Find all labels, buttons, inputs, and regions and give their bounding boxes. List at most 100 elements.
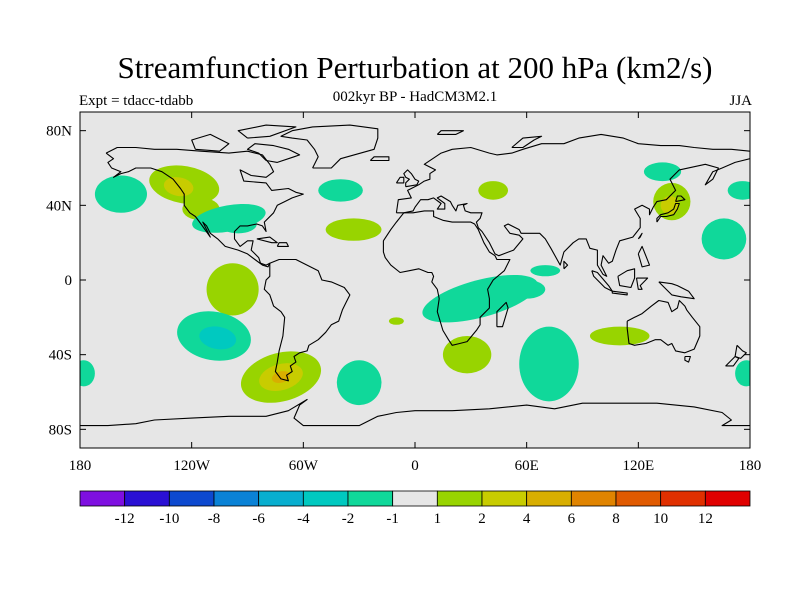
colorbar-label: 4 xyxy=(523,511,531,527)
coastline xyxy=(369,156,390,162)
coastline xyxy=(395,176,405,184)
coastline xyxy=(656,202,680,223)
coastline xyxy=(237,124,297,139)
anomaly-region xyxy=(727,181,750,200)
anomaly-region xyxy=(199,326,237,350)
colorbar-swatch xyxy=(347,490,394,507)
map-ocean-fill xyxy=(80,112,750,448)
anomaly-region xyxy=(318,179,363,202)
coastline xyxy=(611,290,628,296)
colorbar-swatch xyxy=(124,490,170,507)
colorbar-swatch xyxy=(526,490,572,507)
colorbar-swatch xyxy=(392,490,438,507)
anomaly-region xyxy=(336,360,382,406)
colorbar-swatch xyxy=(79,490,126,507)
colorbar-label: 10 xyxy=(653,511,668,527)
coastline xyxy=(637,245,651,268)
colorbar-label: 12 xyxy=(698,511,713,527)
anomaly-region xyxy=(660,196,680,215)
colorbar-swatch xyxy=(436,490,483,507)
coastline xyxy=(626,299,701,354)
lon-tick-label: 0 xyxy=(411,458,419,474)
coastline xyxy=(637,232,643,240)
anomaly-region xyxy=(206,263,259,316)
lon-tick-label: 120E xyxy=(622,458,654,474)
colorbar-swatch xyxy=(168,490,215,507)
anomaly-region xyxy=(519,326,579,402)
coastline xyxy=(725,356,740,367)
anomaly-region xyxy=(735,360,750,387)
lon-tick-label: 60E xyxy=(515,458,539,474)
colorbar-swatch xyxy=(302,490,349,507)
coastline xyxy=(635,277,649,290)
lat-tick-label: 40S xyxy=(49,348,72,364)
colorbar-label: 8 xyxy=(612,511,620,527)
coastline xyxy=(263,258,351,382)
colorbar-swatch xyxy=(704,490,751,507)
chart-title: Streamfunction Perturbation at 200 hPa (… xyxy=(117,50,713,85)
continent-outlines xyxy=(80,124,750,427)
anomaly-region xyxy=(325,218,382,241)
experiment-label: Expt = tdacc-tdabb xyxy=(79,93,194,109)
coastline xyxy=(191,133,230,152)
colorbar-swatch xyxy=(481,490,528,507)
coastline xyxy=(246,143,301,163)
colorbar-label: 1 xyxy=(434,511,442,527)
lat-tick-label: 0 xyxy=(65,273,73,289)
coastline xyxy=(675,195,686,203)
colorbar-swatch xyxy=(258,490,304,507)
coastline xyxy=(684,355,691,363)
lon-tick-label: 180 xyxy=(739,458,762,474)
colorbar-label: 6 xyxy=(568,511,576,527)
coastline xyxy=(382,210,511,346)
anomaly-region xyxy=(589,326,650,346)
anomaly-region xyxy=(643,162,682,182)
colorbar-swatch xyxy=(213,490,260,507)
lat-tick-label: 40N xyxy=(46,198,72,214)
coastline xyxy=(395,133,750,277)
colorbar-label: -8 xyxy=(208,511,221,527)
coastline xyxy=(436,130,464,135)
lat-tick-label: 80N xyxy=(46,124,72,140)
colorbar-swatch xyxy=(570,490,617,507)
season-label: JJA xyxy=(729,93,752,109)
lat-tick-label: 80S xyxy=(49,422,72,438)
colorbar-label: -6 xyxy=(252,511,265,527)
lon-tick-label: 60W xyxy=(289,458,319,474)
chart-subtitle: 002kyr BP - HadCM3M2.1 xyxy=(332,89,498,105)
anomaly-region xyxy=(530,265,561,277)
anomaly-region xyxy=(388,317,404,325)
colorbar-label: 2 xyxy=(478,511,486,527)
coastline xyxy=(403,169,420,188)
anomaly-region xyxy=(219,214,257,234)
coastline xyxy=(496,301,509,328)
coastline xyxy=(256,236,278,244)
coastline xyxy=(511,135,543,149)
map-ticks: 180 120W 60W 0 60E 120E 180 80N 40N 0 40S 80S xyxy=(46,112,761,474)
colorbar-label: -10 xyxy=(159,511,179,527)
coastline xyxy=(658,281,695,300)
lon-tick-label: 120W xyxy=(173,458,211,474)
anomaly-region xyxy=(478,181,509,200)
coastline xyxy=(563,260,569,270)
anomaly-region xyxy=(94,175,147,213)
anomaly-region xyxy=(442,336,492,374)
colorbar-label: -12 xyxy=(115,511,135,527)
coastline xyxy=(276,242,289,247)
map-background xyxy=(80,112,750,448)
coastline xyxy=(80,398,750,427)
colorbar-swatch xyxy=(615,490,662,507)
colorbar-label: -4 xyxy=(297,511,310,527)
colorbar-label: -2 xyxy=(342,511,355,527)
colorbar-swatch xyxy=(660,490,706,507)
coastline xyxy=(280,124,379,169)
colorbar: -12 -10 -8 -6 -4 -2 -1 1 2 4 6 8 10 12 xyxy=(79,490,751,527)
coastline xyxy=(734,344,747,359)
anomaly-region xyxy=(80,360,95,387)
anomaly-region xyxy=(508,280,546,299)
coastline xyxy=(617,268,636,289)
colorbar-label: -1 xyxy=(386,511,399,527)
lon-tick-label: 180 xyxy=(69,458,92,474)
coastline xyxy=(105,146,304,268)
